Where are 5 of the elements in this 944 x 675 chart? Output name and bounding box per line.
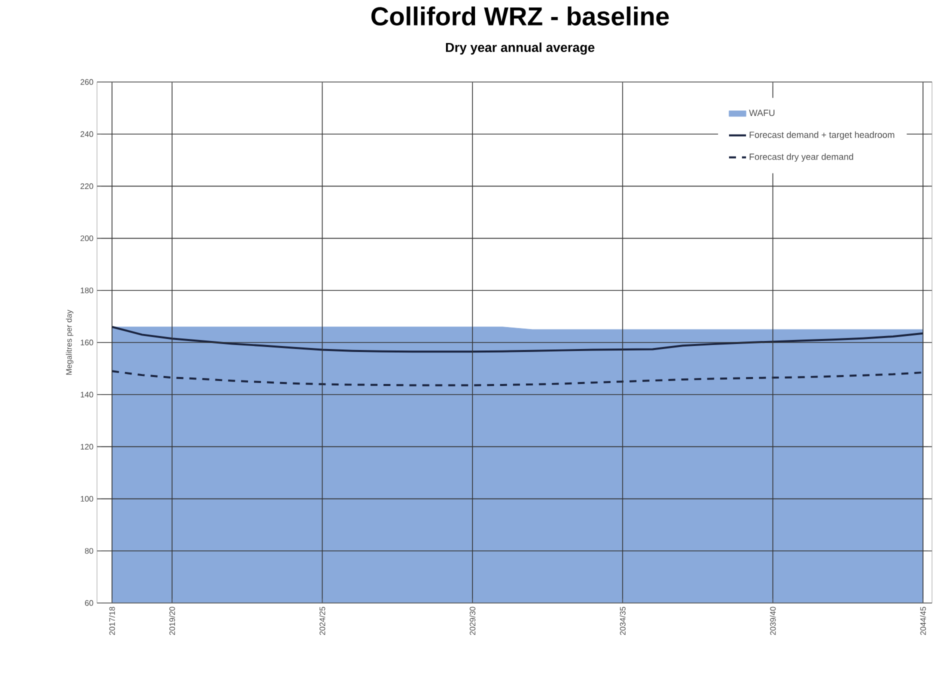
- chart-subtitle: Dry year annual average: [446, 42, 594, 55]
- legend-label: WAFU: [749, 110, 774, 116]
- legend-label: Forecast dry year demand: [750, 153, 854, 162]
- chart-title: Colliford WRZ - baseline: [371, 6, 669, 26]
- legend-label: Forecast demand + target headroom: [750, 131, 894, 140]
